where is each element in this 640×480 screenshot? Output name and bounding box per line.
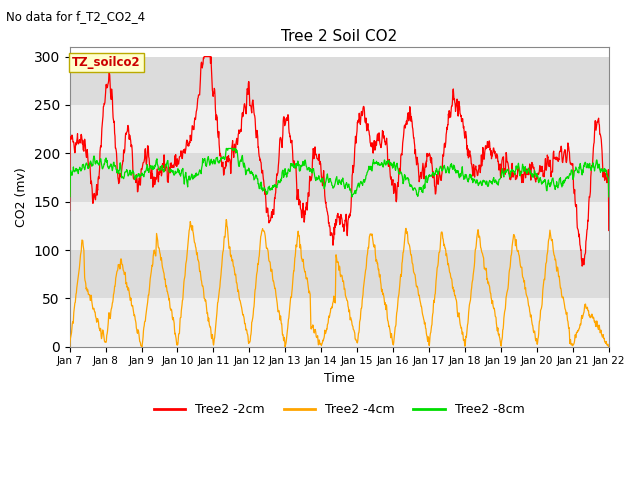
Title: Tree 2 Soil CO2: Tree 2 Soil CO2 xyxy=(281,29,397,44)
Bar xyxy=(70,105,609,153)
Text: TZ_soilco2: TZ_soilco2 xyxy=(72,56,141,69)
Bar xyxy=(70,299,609,347)
Y-axis label: CO2 (mv): CO2 (mv) xyxy=(15,167,28,227)
Bar xyxy=(70,202,609,250)
Bar xyxy=(70,57,609,105)
X-axis label: Time: Time xyxy=(324,372,355,385)
Legend: Tree2 -2cm, Tree2 -4cm, Tree2 -8cm: Tree2 -2cm, Tree2 -4cm, Tree2 -8cm xyxy=(149,398,529,421)
Text: No data for f_T2_CO2_4: No data for f_T2_CO2_4 xyxy=(6,10,145,23)
Bar xyxy=(70,153,609,202)
Bar xyxy=(70,250,609,299)
